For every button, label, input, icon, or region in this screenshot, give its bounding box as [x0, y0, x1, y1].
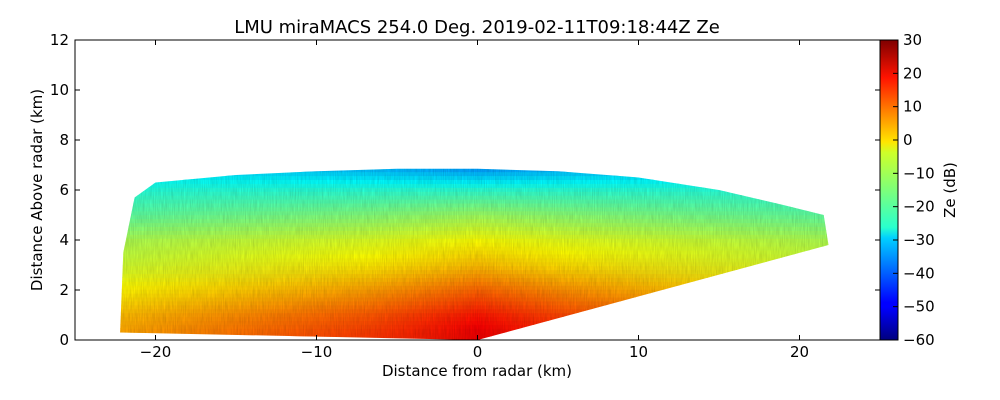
colorbar-tick-label: −30	[903, 231, 935, 249]
x-tick-label: 10	[629, 343, 648, 361]
y-axis: 0 2 4 6 8 10 12	[50, 31, 880, 349]
x-axis: −20 −10 0 10 20	[140, 40, 809, 361]
colorbar-tick-label: −10	[903, 164, 935, 182]
colorbar-gradient	[879, 39, 899, 341]
colorbar-ticks: 30 20 10 0 −10 −20 −30 −40 −50 −60	[893, 31, 935, 349]
colorbar-tick-label: 0	[903, 131, 913, 149]
y-tick-label: 0	[59, 331, 69, 349]
plot-area	[74, 39, 881, 341]
y-tick-label: 10	[50, 81, 69, 99]
x-tick-label: 20	[790, 343, 809, 361]
chart-title: LMU miraMACS 254.0 Deg. 2019-02-11T09:18…	[234, 17, 720, 38]
colorbar-label: Ze (dB)	[941, 162, 959, 218]
colorbar-tick-label: −20	[903, 198, 935, 216]
colorbar: 30 20 10 0 −10 −20 −30 −40 −50 −60 Ze (dB)	[879, 31, 959, 349]
x-tick-label: 0	[473, 343, 483, 361]
x-tick-label: −20	[140, 343, 172, 361]
colorbar-tick-label: −50	[903, 298, 935, 316]
y-axis-label: Distance Above radar (km)	[28, 89, 46, 291]
colorbar-tick-label: −40	[903, 264, 935, 282]
x-tick-label: −10	[301, 343, 333, 361]
x-axis-label: Distance from radar (km)	[382, 362, 572, 380]
echo-field	[120, 168, 829, 340]
y-tick-label: 8	[59, 131, 69, 149]
y-tick-label: 2	[59, 281, 69, 299]
y-tick-label: 4	[59, 231, 69, 249]
colorbar-tick-label: −60	[903, 331, 935, 349]
colorbar-tick-label: 10	[903, 98, 922, 116]
colorbar-tick-label: 20	[903, 64, 922, 82]
y-tick-label: 12	[50, 31, 69, 49]
y-tick-label: 6	[59, 181, 69, 199]
colorbar-tick-label: 30	[903, 31, 922, 49]
reflectivity-echo	[120, 168, 829, 340]
